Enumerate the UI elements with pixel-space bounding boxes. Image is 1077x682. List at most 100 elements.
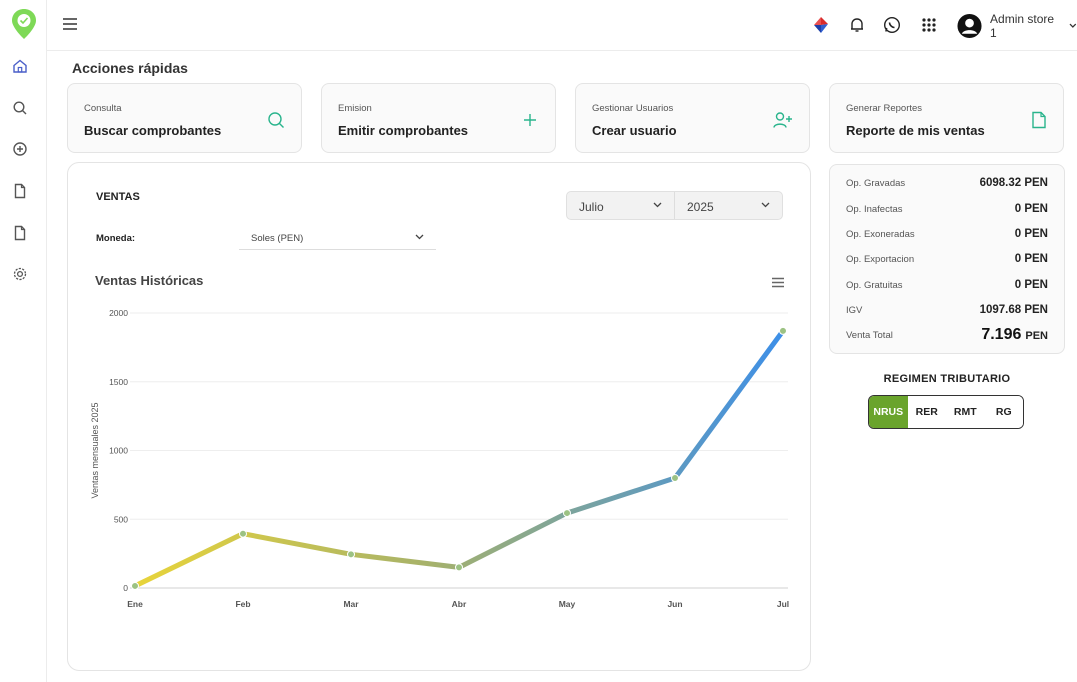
summary-row: Op. Inafectas 0 PEN xyxy=(846,199,1048,219)
quick-action-main: Emitir comprobantes xyxy=(338,123,469,138)
search-icon xyxy=(267,111,285,134)
year-value: 2025 xyxy=(687,200,714,214)
regimen-option-rmt[interactable]: RMT xyxy=(946,396,985,428)
x-tick-label: Jul xyxy=(777,599,789,609)
chart-menu-icon[interactable] xyxy=(771,275,785,293)
user-menu[interactable]: Admin store 1 xyxy=(957,12,1077,40)
total-label: Venta Total xyxy=(846,329,893,341)
quick-action-sub: Generar Reportes xyxy=(846,103,923,114)
data-point xyxy=(563,509,571,518)
regimen-title: REGIMEN TRIBUTARIO xyxy=(883,373,1011,385)
y-tick-label: 500 xyxy=(114,514,128,524)
chevron-down-icon xyxy=(653,202,662,208)
summary-total-row: Venta Total 7.196 PEN xyxy=(846,325,1048,345)
chart-title: Ventas Históricas xyxy=(95,273,204,288)
quick-action-main: Buscar comprobantes xyxy=(84,123,222,138)
document-icon[interactable] xyxy=(12,183,28,199)
whatsapp-icon[interactable] xyxy=(883,16,901,39)
plus-icon xyxy=(521,111,539,134)
x-tick-label: Abr xyxy=(452,599,467,609)
brand-logo[interactable] xyxy=(11,8,37,45)
regimen-option-nrus[interactable]: NRUS xyxy=(869,396,908,428)
regimen-toggle: NRUS RER RMT RG xyxy=(868,395,1024,429)
quick-action-sub: Emision xyxy=(338,103,372,114)
month-value: Julio xyxy=(579,200,604,214)
report-icon[interactable] xyxy=(12,225,28,241)
chevron-down-icon xyxy=(415,234,424,240)
regimen-option-rer[interactable]: RER xyxy=(907,396,946,428)
section-title: Acciones rápidas xyxy=(72,60,188,76)
summary-card: Op. Gravadas 6098.32 PEN Op. Inafectas 0 PE… xyxy=(829,164,1065,354)
summary-value: 0 PEN xyxy=(1014,253,1048,265)
total-amount: 7.196 xyxy=(981,326,1022,343)
data-point xyxy=(347,550,355,559)
ventas-card: VENTAS Julio 2025 Moneda: Soles (PEN) Ve… xyxy=(67,162,811,671)
quick-action-main: Crear usuario xyxy=(592,123,677,138)
x-tick-label: Jun xyxy=(667,599,682,609)
admin-name: Admin store 1 xyxy=(990,12,1055,40)
home-icon[interactable] xyxy=(12,58,28,74)
summary-label: Op. Gratuitas xyxy=(846,279,903,291)
x-tick-label: May xyxy=(559,599,576,609)
y-tick-label: 1000 xyxy=(109,446,128,456)
x-tick-label: Feb xyxy=(235,599,250,609)
summary-row: Op. Gratuitas 0 PEN xyxy=(846,275,1048,295)
data-point xyxy=(131,581,139,590)
total-currency: PEN xyxy=(1025,330,1048,342)
x-tick-label: Mar xyxy=(343,599,359,609)
summary-label: Op. Exoneradas xyxy=(846,228,915,240)
period-selector: Julio 2025 xyxy=(566,191,783,220)
bell-icon[interactable] xyxy=(850,17,864,38)
quick-action-sub: Consulta xyxy=(84,103,122,114)
data-point xyxy=(455,563,463,572)
menu-toggle-icon[interactable] xyxy=(62,17,78,36)
file-icon xyxy=(1031,111,1047,134)
quick-action-reportes[interactable]: Generar Reportes Reporte de mis ventas xyxy=(829,83,1064,153)
data-point xyxy=(239,529,247,538)
quick-action-sub: Gestionar Usuarios xyxy=(592,103,674,114)
moneda-value: Soles (PEN) xyxy=(251,233,304,244)
avatar-icon xyxy=(957,13,982,39)
month-select[interactable]: Julio xyxy=(567,192,675,219)
add-circle-icon[interactable] xyxy=(12,141,28,157)
series-line xyxy=(132,328,786,589)
x-tick-label: Ene xyxy=(127,599,143,609)
quick-action-consulta[interactable]: Consulta Buscar comprobantes xyxy=(67,83,302,153)
year-select[interactable]: 2025 xyxy=(675,192,782,219)
settings-icon[interactable] xyxy=(12,266,28,282)
y-tick-label: 0 xyxy=(123,583,128,593)
apps-grid-icon[interactable] xyxy=(922,18,936,37)
summary-value: 1097.68 PEN xyxy=(979,304,1048,316)
regimen-option-rg[interactable]: RG xyxy=(984,396,1023,428)
user-plus-icon xyxy=(773,111,793,134)
summary-row: IGV 1097.68 PEN xyxy=(846,300,1048,320)
chevron-down-icon xyxy=(761,202,770,208)
summary-label: IGV xyxy=(846,304,863,316)
quick-action-main: Reporte de mis ventas xyxy=(846,123,985,138)
summary-row: Op. Exoneradas 0 PEN xyxy=(846,224,1048,244)
summary-value: 6098.32 PEN xyxy=(979,177,1048,189)
quick-action-usuarios[interactable]: Gestionar Usuarios Crear usuario xyxy=(575,83,810,153)
summary-label: Op. Gravadas xyxy=(846,177,906,189)
summary-value: 0 PEN xyxy=(1014,203,1048,215)
total-value: 7.196 PEN xyxy=(981,326,1048,344)
search-icon[interactable] xyxy=(12,100,28,116)
quick-action-emision[interactable]: Emision Emitir comprobantes xyxy=(321,83,556,153)
summary-row: Op. Gravadas 6098.32 PEN xyxy=(846,173,1048,193)
data-point xyxy=(671,474,679,482)
y-tick-label: 2000 xyxy=(109,308,128,318)
summary-label: Op. Exportacion xyxy=(846,253,915,265)
data-point xyxy=(779,326,787,335)
summary-value: 0 PEN xyxy=(1014,228,1048,240)
top-bar: Admin store 1 xyxy=(47,0,1077,51)
summary-label: Op. Inafectas xyxy=(846,203,903,215)
summary-value: 0 PEN xyxy=(1014,279,1048,291)
y-axis-label: Ventas mensuales 2025 xyxy=(90,402,100,498)
moneda-label: Moneda: xyxy=(96,233,136,244)
chevron-down-icon xyxy=(1069,23,1077,28)
sidebar xyxy=(0,0,47,682)
sales-line-chart: 0 500 1000 1500 2000 Ene Feb Mar Abr May Jun Jul Ven… xyxy=(90,308,789,609)
moneda-select[interactable]: Soles (PEN) xyxy=(239,225,436,250)
summary-row: Op. Exportacion 0 PEN xyxy=(846,249,1048,269)
ventas-title: VENTAS xyxy=(96,191,140,203)
